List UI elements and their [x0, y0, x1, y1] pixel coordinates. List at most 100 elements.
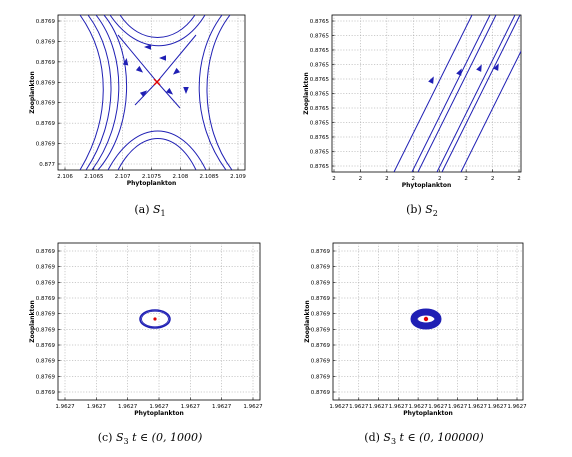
x-tick-label: 2: [359, 176, 363, 182]
y-tick-label: 0.8765: [310, 135, 330, 141]
orbit: [141, 310, 169, 328]
y-tick-label: 0.8769: [36, 19, 56, 25]
equilibrium-marker: [153, 78, 161, 86]
trajectory-line: [91, 15, 120, 170]
y-tick-label: 0.8769: [36, 390, 56, 396]
y-tick-label: 0.8765: [310, 19, 330, 25]
x-axis-label: Phytoplankton: [403, 410, 453, 417]
x-tick-label: 2: [464, 176, 468, 182]
y-axis-label: Zooplankton: [304, 300, 311, 343]
x-tick-label: 1.9627: [149, 404, 169, 410]
y-tick-label: 0.8769: [36, 39, 56, 45]
x-tick-label: 1.9627: [448, 404, 468, 410]
x-tick-label: 2.1085: [200, 174, 220, 180]
y-tick-label: 0.8769: [36, 142, 56, 148]
y-tick-label: 0.8765: [310, 63, 330, 69]
x-tick-label: 2: [385, 176, 389, 182]
y-tick-label: 0.8769: [311, 265, 331, 271]
trajectory-line: [79, 15, 104, 170]
y-tick-label: 0.8769: [36, 60, 56, 66]
x-tick-label: 2.107: [115, 174, 131, 180]
x-tick-label: 1.9627: [369, 404, 389, 410]
caption-d: (d) S3 t ∈ (0, 100000): [334, 431, 514, 446]
plot-b: 2 2 2 2 2 2 2 20.87650.87650.87650.87650.87650.…: [303, 14, 522, 189]
trajectory-line: [417, 15, 497, 172]
x-tick-label: 1.9627: [55, 404, 75, 410]
caption-symbol: S: [383, 431, 391, 444]
y-tick-label: 0.8769: [311, 359, 331, 365]
y-tick-label: 0.8769: [36, 312, 56, 318]
caption-a: (a) S1: [110, 203, 190, 218]
caption-subscript: 2: [432, 209, 438, 219]
y-tick-label: 0.8765: [310, 121, 330, 127]
equilibrium-marker: [153, 317, 157, 321]
x-tick-label: 1.9627: [428, 404, 448, 410]
trajectory-line: [198, 15, 227, 170]
x-tick-label: 1.9627: [212, 404, 232, 410]
x-tick-label: 1.9627: [389, 404, 409, 410]
plot-a: 2.106 2.1065 2.107 2.1075 2.108 2.1085 2.109 0.…: [29, 14, 246, 187]
arrowhead: [493, 63, 499, 71]
caption-symbol: S: [425, 203, 433, 216]
y-tick-label: 0.8765: [310, 164, 330, 170]
x-tick-label: 2.106: [57, 174, 73, 180]
x-tick-label: 2: [491, 176, 495, 182]
panel-c: 1.9627 1.9627 1.9627 1.9627 1.9627 1.9627 1.96…: [0, 228, 286, 457]
arrowhead: [428, 76, 434, 84]
caption-suffix: t ∈ (0, 1000): [128, 431, 203, 444]
y-tick-label: 0.8769: [36, 265, 56, 271]
arrowhead: [135, 65, 144, 73]
arrowhead: [139, 90, 148, 98]
trajectory-line: [411, 15, 491, 172]
caption-symbol: S: [115, 431, 124, 444]
y-tick-label: 0.8769: [36, 296, 56, 302]
caption-symbol: S: [153, 203, 161, 216]
separatrix: [134, 81, 181, 109]
trajectory-line: [107, 130, 207, 170]
panel-a: 2.106 2.1065 2.107 2.1075 2.108 2.1085 2.109 0.…: [0, 0, 286, 228]
y-axis-label: Zooplankton: [29, 71, 36, 114]
trajectory-line: [460, 50, 521, 172]
orbit: [139, 309, 171, 329]
y-tick-label: 0.8769: [36, 101, 56, 107]
y-tick-label: 0.8765: [310, 77, 330, 83]
trajectory-line: [441, 15, 521, 172]
x-tick-label: 1.9627: [488, 404, 508, 410]
orbit-band: [410, 308, 442, 330]
trajectory-line: [119, 15, 196, 38]
trajectory-line: [85, 15, 112, 170]
x-tick-label: 2.1075: [142, 174, 162, 180]
arrowhead: [122, 58, 129, 66]
y-tick-label: 0.8769: [36, 374, 56, 380]
plot-c: 1.9627 1.9627 1.9627 1.9627 1.9627 1.9627 1.96…: [29, 242, 263, 417]
y-tick-label: 0.8765: [310, 34, 330, 40]
y-tick-label: 0.8769: [311, 343, 331, 349]
x-tick-label: 1.9627: [118, 404, 138, 410]
x-tick-label: 1.9627: [87, 404, 107, 410]
arrowhead: [172, 67, 181, 75]
equilibrium-marker: [423, 316, 429, 322]
caption-label: (c): [97, 431, 113, 444]
x-tick-label: 2: [332, 176, 336, 182]
y-tick-label: 0.8769: [311, 249, 331, 255]
caption-label: (b): [406, 203, 422, 216]
caption-c: (c) S3 t ∈ (0, 1000): [70, 431, 230, 446]
arrowhead: [159, 55, 166, 61]
arrowhead: [476, 64, 482, 72]
panel-b: 2 2 2 2 2 2 2 2 0.8765 0.8765 0.8765 0.8765 0.8765 0.…: [286, 0, 572, 228]
x-tick-label: 2: [517, 176, 521, 182]
x-tick-label: 1.9627: [243, 404, 263, 410]
y-tick-label: 0.877: [39, 162, 55, 168]
x-tick-label: 1.9627: [329, 404, 349, 410]
trajectory-line: [206, 15, 233, 170]
y-tick-label: 0.8769: [311, 390, 331, 396]
y-tick-label: 0.8765: [310, 48, 330, 54]
x-tick-label: 2: [438, 176, 442, 182]
caption-label: (d): [364, 431, 380, 444]
y-tick-label: 0.8769: [36, 121, 56, 127]
x-tick-label: 2.1065: [84, 174, 104, 180]
x-tick-label: 1.9627: [507, 404, 527, 410]
trajectory-line: [97, 15, 127, 170]
y-tick-label: 0.8769: [311, 296, 331, 302]
y-tick-label: 0.8769: [311, 327, 331, 333]
